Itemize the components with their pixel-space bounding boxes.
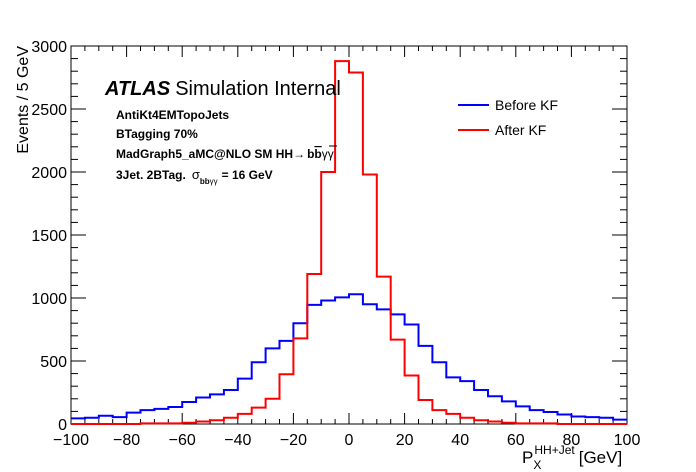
annotation-jets: AntiKt4EMTopoJets <box>116 108 229 122</box>
x-tick-label: 80 <box>563 432 581 449</box>
x-tick-label: −80 <box>113 432 140 449</box>
y-axis-label: Events / 5 GeV <box>15 46 32 154</box>
x-tick-label: 0 <box>345 432 354 449</box>
x-tick-label: −20 <box>280 432 307 449</box>
histograms <box>71 60 627 425</box>
y-tick-labels: 0 500 1000 1500 2000 2500 3000 <box>31 39 67 434</box>
x-tick-label: 40 <box>451 432 469 449</box>
y-tick-label: 2500 <box>31 102 67 119</box>
annotation-resolution: 3Jet. 2BTag. σbbγγ = 16 GeV <box>116 167 273 186</box>
legend-label-after-kf: After KF <box>495 122 546 138</box>
x-tick-label: 20 <box>396 432 414 449</box>
x-tick-label: 60 <box>507 432 525 449</box>
y-tick-label: 3000 <box>31 39 67 56</box>
x-tick-label: −40 <box>224 432 251 449</box>
x-tick-label: 100 <box>614 432 641 449</box>
annotation-generator: MadGraph5_aMC@NLO SM HH→ bbγγ <box>116 147 334 161</box>
annotation-btagging: BTagging 70% <box>116 127 198 141</box>
x-tick-label: −60 <box>169 432 196 449</box>
y-tick-label: 500 <box>40 354 67 371</box>
x-axis-label: PXHH+Jet [GeV] <box>522 443 622 472</box>
legend-label-before-kf: Before KF <box>495 97 558 113</box>
y-tick-label: 1000 <box>31 291 67 308</box>
x-tick-label: −100 <box>53 432 89 449</box>
atlas-label: ATLAS Simulation Internal <box>104 78 341 100</box>
y-tick-label: 1500 <box>31 228 67 245</box>
x-tick-labels: −100 −80 −60 −40 −20 0 20 40 60 80 100 <box>53 432 640 449</box>
series-after-kf <box>71 60 627 425</box>
legend: Before KF After KF <box>458 97 558 138</box>
y-tick-label: 2000 <box>31 165 67 182</box>
series-before-kf <box>71 293 627 421</box>
y-tick-label: 0 <box>58 417 67 434</box>
